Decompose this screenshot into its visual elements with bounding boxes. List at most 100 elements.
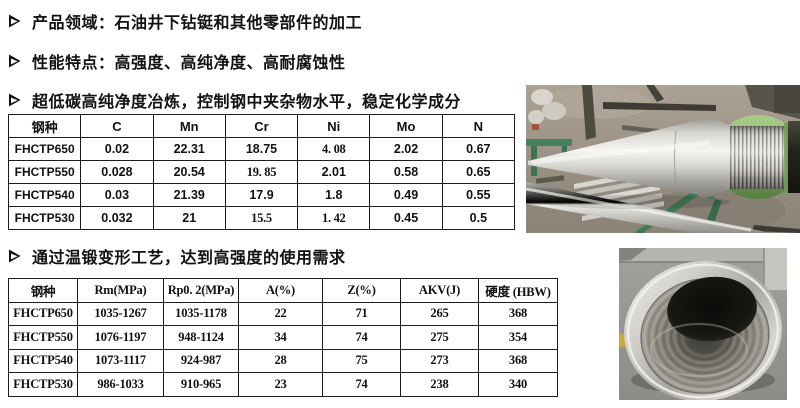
- value-cell: 23: [238, 372, 323, 397]
- column-header: 钢种: [8, 278, 78, 303]
- column-header: Rm(MPa): [77, 278, 164, 303]
- value-cell: 2.01: [297, 160, 371, 184]
- chemistry-composition-table: 钢种 C Mn Cr Ni Mo N FHCTP650 0.02 22.31 18.75 4. 08 2…: [7, 114, 516, 230]
- value-cell: 21: [152, 206, 226, 230]
- table-row: FHCTP650 1035-1267 1035-1178 22 71 265 368: [8, 301, 558, 326]
- steel-grade-cell: FHCTP650: [7, 137, 82, 161]
- value-cell: 19. 85: [224, 160, 299, 184]
- steel-grade-cell: FHCTP540: [7, 183, 82, 207]
- column-header: A(%): [238, 278, 323, 303]
- column-header: Rp0. 2(MPa): [163, 278, 239, 303]
- table-row: FHCTP530 0.032 21 15.5 1. 42 0.45 0.5: [7, 206, 516, 230]
- bullet-forging: 通过温锻变形工艺，达到高强度的使用需求: [8, 244, 346, 268]
- value-cell: 0.028: [80, 160, 154, 184]
- arrow-bullet-icon: [9, 93, 21, 107]
- value-cell: 0.58: [369, 160, 443, 184]
- column-header: Ni: [297, 114, 371, 138]
- value-cell: 1. 42: [297, 206, 371, 230]
- steel-grade-cell: FHCTP540: [8, 348, 78, 373]
- value-cell: 265: [400, 301, 479, 326]
- value-cell: 368: [478, 348, 558, 373]
- bullet-text: 性能特点：高强度、高纯净度、高耐腐蚀性: [32, 55, 346, 72]
- value-cell: 0.03: [80, 183, 154, 207]
- bullet-product-field: 产品领域：石油井下钻铤和其他零部件的加工: [8, 9, 362, 33]
- value-cell: 0.65: [441, 160, 516, 184]
- value-cell: 71: [322, 301, 401, 326]
- value-cell: 275: [400, 325, 479, 350]
- threaded-bore-closeup-photo: [619, 248, 787, 400]
- value-cell: 22: [238, 301, 323, 326]
- value-cell: 910-965: [163, 372, 239, 397]
- value-cell: 74: [322, 325, 401, 350]
- drill-collar-workshop-photo: [526, 85, 800, 233]
- value-cell: 74: [322, 372, 401, 397]
- column-header: N: [441, 114, 516, 138]
- value-cell: 1073-1117: [77, 348, 164, 373]
- bore-hole: [667, 276, 757, 342]
- steel-grade-cell: FHCTP530: [8, 372, 78, 397]
- header-row: 钢种 C Mn Cr Ni Mo N: [7, 114, 516, 138]
- arrow-bullet-icon: [9, 14, 21, 28]
- box-end-threads: [624, 260, 782, 400]
- second-drill-pipe: [526, 182, 771, 233]
- value-cell: 0.5: [441, 206, 516, 230]
- value-cell: 1035-1178: [163, 301, 239, 326]
- value-cell: 354: [478, 325, 558, 350]
- value-cell: 17.9: [224, 183, 299, 207]
- steel-grade-cell: FHCTP530: [7, 206, 82, 230]
- column-header: C: [80, 114, 154, 138]
- column-header: Mo: [369, 114, 443, 138]
- value-cell: 18.75: [224, 137, 299, 161]
- value-cell: 20.54: [152, 160, 226, 184]
- value-cell: 34: [238, 325, 323, 350]
- bullet-text: 通过温锻变形工艺，达到高强度的使用需求: [32, 250, 346, 267]
- value-cell: 948-1124: [163, 325, 239, 350]
- table-row: FHCTP550 1076-1197 948-1124 34 74 275 354: [8, 325, 558, 350]
- column-header: 硬度 (HBW): [478, 278, 558, 303]
- steel-grade-cell: FHCTP650: [8, 301, 78, 326]
- column-header: Z(%): [322, 278, 401, 303]
- column-header: Mn: [152, 114, 226, 138]
- bullet-text: 产品领域：石油井下钻铤和其他零部件的加工: [32, 15, 363, 32]
- value-cell: 1.8: [297, 183, 371, 207]
- value-cell: 273: [400, 348, 479, 373]
- value-cell: 0.032: [80, 206, 154, 230]
- value-cell: 238: [400, 372, 479, 397]
- mechanical-properties-table: 钢种 Rm(MPa) Rp0. 2(MPa) A(%) Z(%) AKV(J) 硬度 (HB…: [8, 278, 558, 397]
- value-cell: 4. 08: [297, 137, 371, 161]
- value-cell: 2.02: [369, 137, 443, 161]
- table-row: FHCTP540 1073-1117 924-987 28 75 273 368: [8, 348, 558, 373]
- value-cell: 1035-1267: [77, 301, 164, 326]
- value-cell: 924-987: [163, 348, 239, 373]
- value-cell: 0.02: [80, 137, 154, 161]
- column-header: AKV(J): [400, 278, 479, 303]
- table-row: FHCTP530 986-1033 910-965 23 74 238 340: [8, 372, 558, 397]
- table-row: FHCTP550 0.028 20.54 19. 85 2.01 0.58 0.65: [7, 160, 516, 184]
- table-row: FHCTP650 0.02 22.31 18.75 4. 08 2.02 0.67: [7, 137, 516, 161]
- value-cell: 1076-1197: [77, 325, 164, 350]
- yellow-floor-mark: [619, 333, 627, 348]
- arrow-bullet-icon: [9, 54, 21, 68]
- workshop-floor: [526, 85, 800, 233]
- value-cell: 28: [238, 348, 323, 373]
- bullet-performance: 性能特点：高强度、高纯净度、高耐腐蚀性: [8, 49, 346, 73]
- bullet-text: 超低碳高纯净度冶炼，控制钢中夹杂物水平，稳定化学成分: [32, 94, 462, 111]
- value-cell: 986-1033: [77, 372, 164, 397]
- table-row: FHCTP540 0.03 21.39 17.9 1.8 0.49 0.55: [7, 183, 516, 207]
- drill-collar: [528, 115, 800, 209]
- collar-end-face: [788, 121, 800, 193]
- column-header: 钢种: [7, 114, 82, 138]
- header-row: 钢种 Rm(MPa) Rp0. 2(MPa) A(%) Z(%) AKV(J) 硬度 (HB…: [8, 278, 558, 303]
- steel-grade-cell: FHCTP550: [8, 325, 78, 350]
- bullet-smelting: 超低碳高纯净度冶炼，控制钢中夹杂物水平，稳定化学成分: [8, 88, 461, 112]
- value-cell: 21.39: [152, 183, 226, 207]
- value-cell: 75: [322, 348, 401, 373]
- value-cell: 0.49: [369, 183, 443, 207]
- steel-grade-cell: FHCTP550: [7, 160, 82, 184]
- thread-section: [730, 126, 787, 189]
- value-cell: 0.55: [441, 183, 516, 207]
- value-cell: 22.31: [152, 137, 226, 161]
- value-cell: 15.5: [224, 206, 299, 230]
- value-cell: 340: [478, 372, 558, 397]
